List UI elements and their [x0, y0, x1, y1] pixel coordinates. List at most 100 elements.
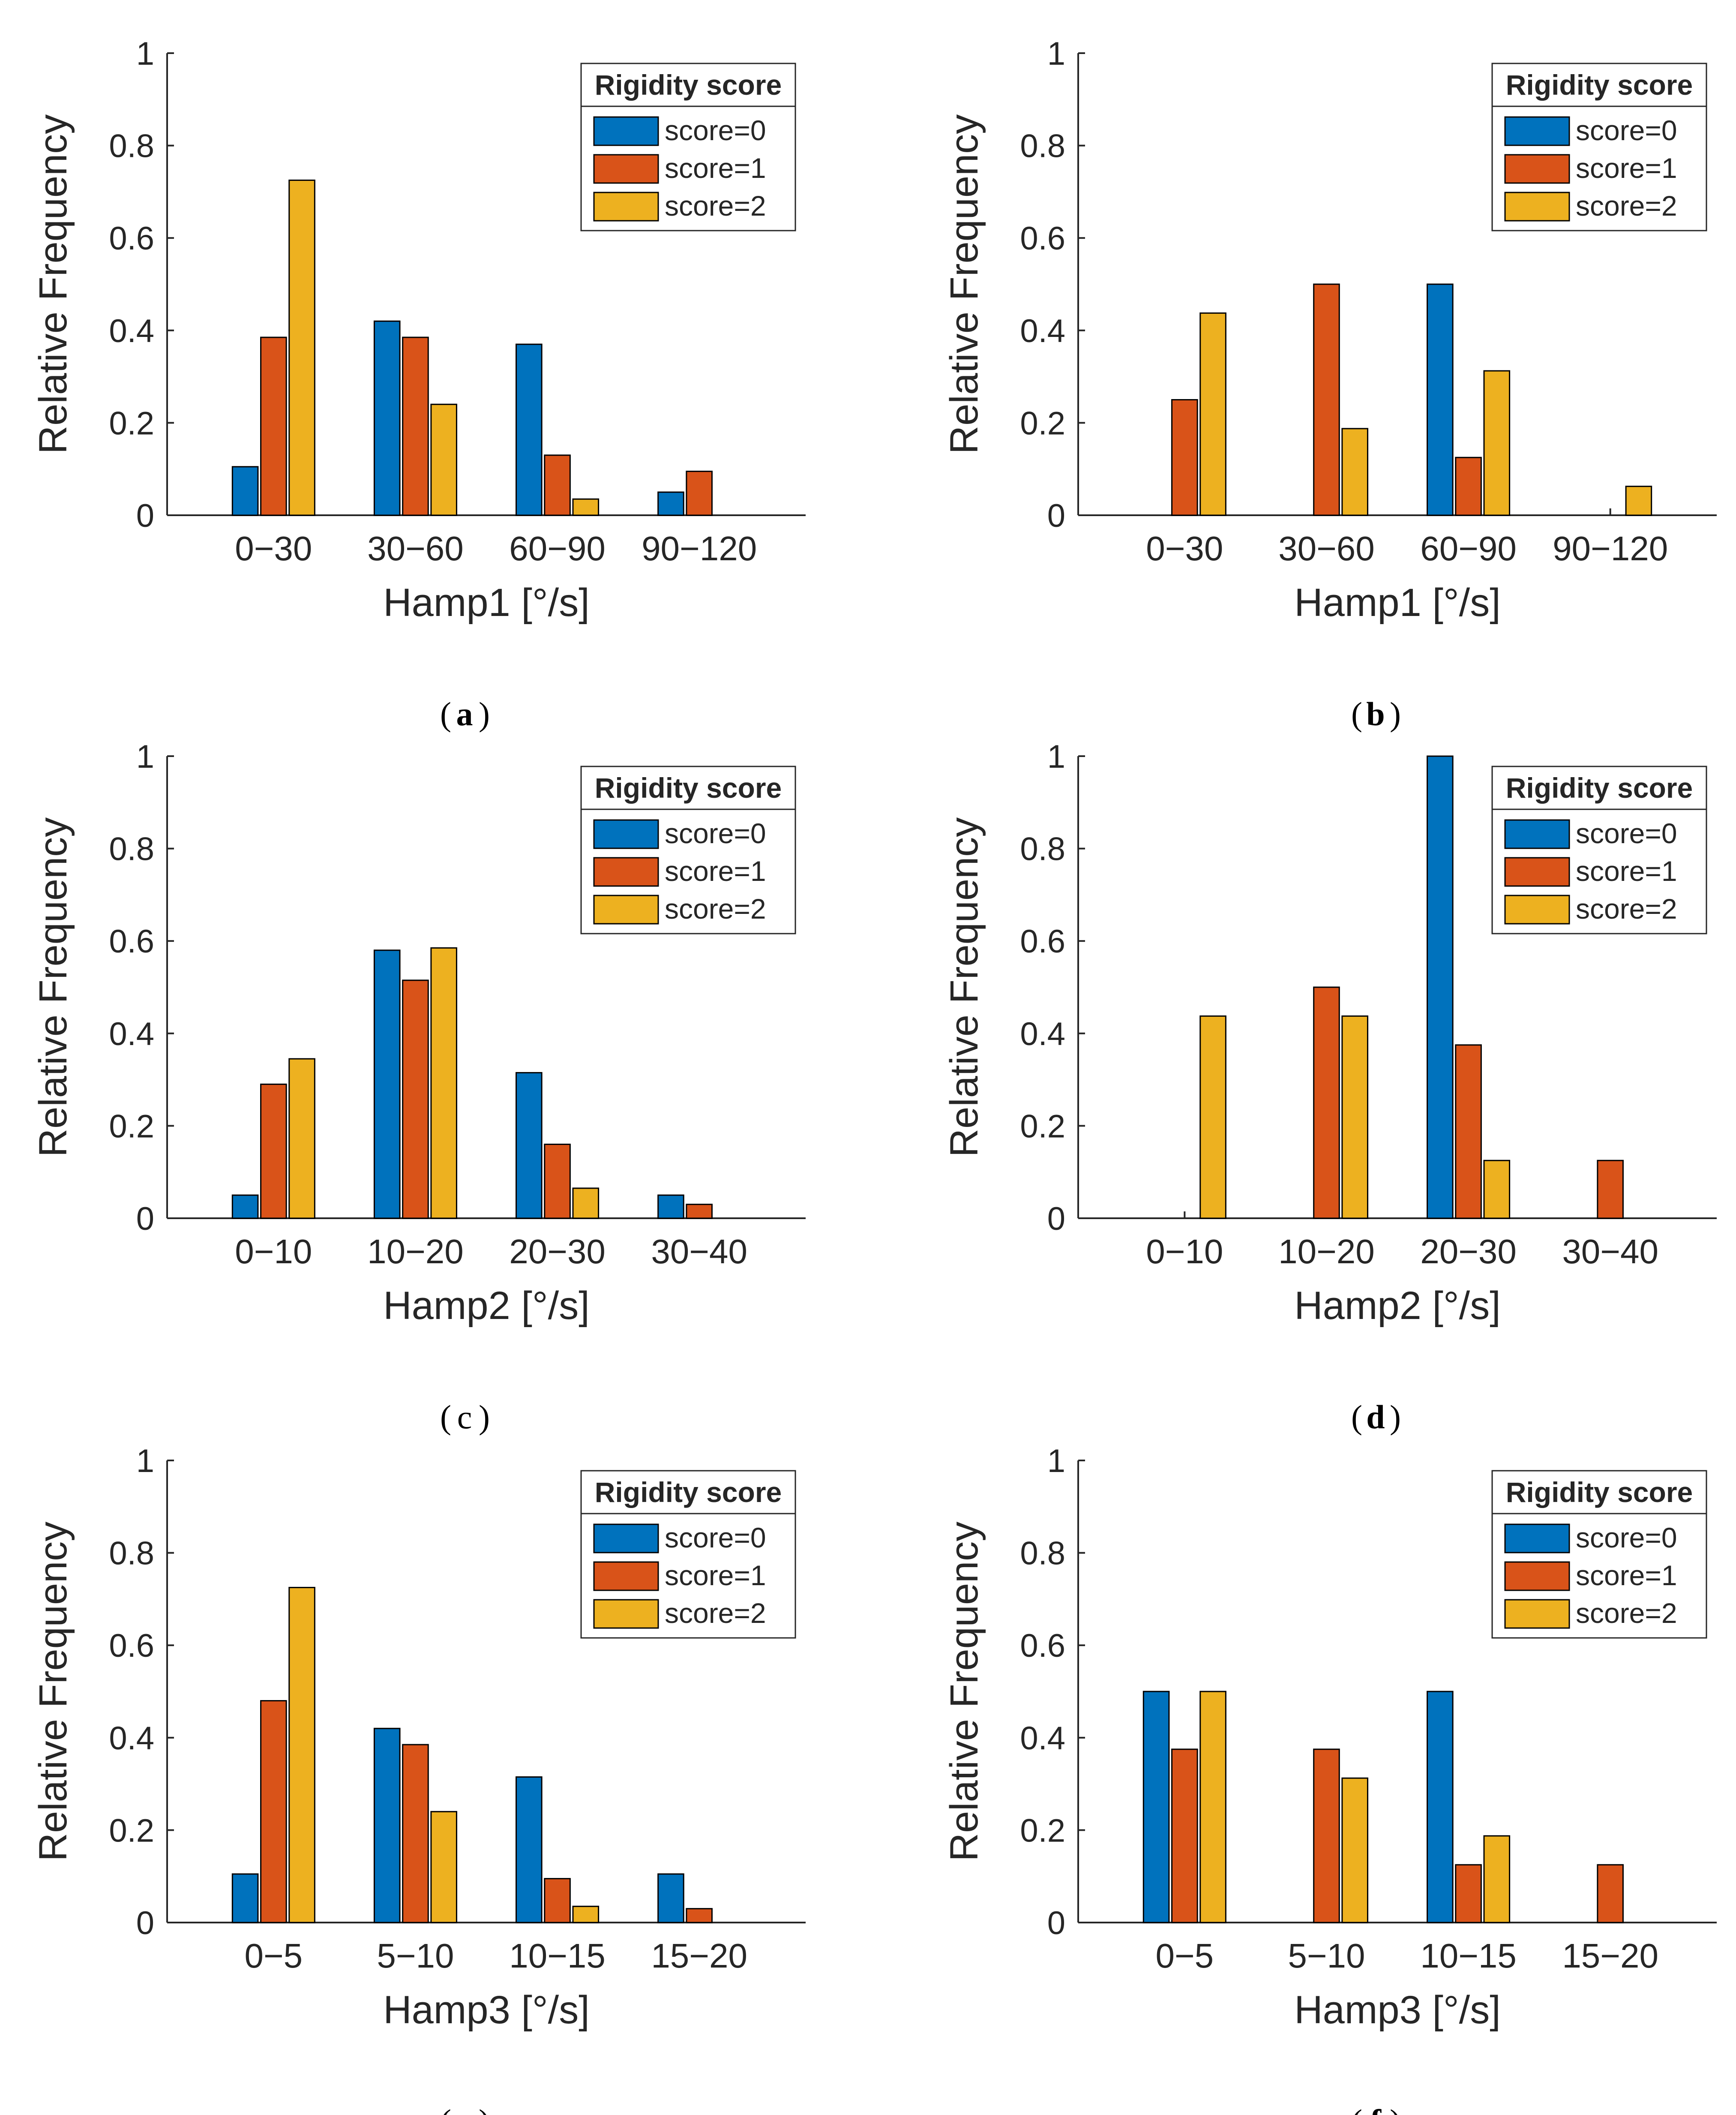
- legend-swatch-1: [593, 857, 659, 887]
- x-tick-label: 10−15: [1420, 1937, 1517, 1975]
- bar-d-2-0: [1427, 755, 1454, 1219]
- x-axis-label: Hamp2 [°/s]: [1294, 1284, 1501, 1328]
- y-tick-label: 1: [136, 739, 154, 775]
- legend-entry-0: score=0: [665, 1522, 766, 1553]
- panel-label: (: [1351, 2103, 1362, 2115]
- bar-c-0-0: [231, 1194, 259, 1219]
- bar-d-3-1: [1597, 1160, 1624, 1219]
- x-tick-label: 5−10: [1288, 1937, 1365, 1975]
- y-tick-label: 0.6: [109, 923, 154, 960]
- bar-e-3-0: [657, 1873, 684, 1923]
- bar-e-0-0: [231, 1873, 259, 1923]
- x-tick-label: 10−20: [1278, 1232, 1375, 1271]
- legend: Rigidity score score=0 score=1 score=2: [1491, 766, 1707, 934]
- x-axis-label: Hamp3 [°/s]: [1294, 1988, 1501, 2032]
- bar-a-0-1: [260, 336, 287, 516]
- legend-swatch-2: [1504, 1599, 1570, 1629]
- panel-label: (: [1351, 1398, 1362, 1436]
- y-tick-label: 0.8: [109, 128, 154, 165]
- y-tick-label: 0.4: [109, 313, 154, 349]
- bar-b-0-1: [1171, 399, 1198, 516]
- chart-panel-c: 0 0.2 0.4 0.6 0.8 1 Relative Frequency 0−10 10−2…: [31, 739, 806, 1436]
- y-tick-label: 0: [1047, 1905, 1065, 1941]
- y-tick-label: 0: [1047, 1201, 1065, 1237]
- legend: Rigidity score score=0 score=1 score=2: [1491, 63, 1707, 231]
- panel-label: ): [1390, 695, 1401, 733]
- panel-label-letter: a: [456, 695, 473, 733]
- x-tick-label: 30−40: [651, 1232, 747, 1271]
- legend-entry-2: score=2: [1576, 893, 1677, 925]
- y-tick-label: 0.8: [109, 831, 154, 868]
- legend-swatch-2: [593, 1599, 659, 1629]
- bar-d-0-2: [1199, 1015, 1226, 1219]
- bar-f-1-1: [1313, 1748, 1340, 1923]
- bar-f-2-1: [1455, 1864, 1482, 1923]
- bar-e-1-0: [373, 1727, 401, 1923]
- y-tick-label: 0.8: [109, 1535, 154, 1572]
- legend-entry-1: score=1: [665, 855, 766, 887]
- legend: Rigidity score score=0 score=1 score=2: [1491, 1470, 1707, 1639]
- bar-e-0-2: [288, 1586, 315, 1923]
- legend-swatch-1: [593, 1561, 659, 1591]
- bar-a-1-0: [373, 320, 401, 516]
- y-tick-label: 1: [1047, 739, 1065, 775]
- x-tick-label: 60−90: [1420, 529, 1517, 568]
- x-axis-label: Hamp1 [°/s]: [383, 581, 590, 625]
- y-tick-label: 1: [1047, 1443, 1065, 1479]
- legend-entry-0: score=0: [665, 817, 766, 849]
- x-tick-label: 30−60: [1278, 529, 1375, 568]
- legend: Rigidity score score=0 score=1 score=2: [580, 63, 796, 231]
- panel-label: ): [1390, 1398, 1401, 1436]
- legend-swatch-2: [1504, 192, 1570, 222]
- y-tick-label: 0.8: [1020, 128, 1065, 165]
- legend-entry-2: score=2: [665, 893, 766, 925]
- y-tick-label: 0.4: [1020, 1720, 1065, 1757]
- bar-f-0-2: [1199, 1691, 1226, 1923]
- y-tick-label: 0: [136, 1905, 154, 1941]
- bar-f-0-0: [1142, 1691, 1170, 1923]
- bar-c-2-0: [516, 1072, 543, 1219]
- y-tick-label: 0.6: [1020, 1628, 1065, 1664]
- bar-a-3-1: [686, 471, 713, 516]
- legend-swatch-2: [1504, 895, 1570, 925]
- legend-entry-1: score=1: [665, 1559, 766, 1591]
- bar-d-1-2: [1341, 1015, 1368, 1219]
- x-tick-label: 10−20: [367, 1232, 464, 1271]
- legend-entry-1: score=1: [1576, 1559, 1677, 1591]
- y-tick-label: 0.4: [109, 1720, 154, 1757]
- y-axis-label: Relative Frequency: [942, 114, 986, 454]
- legend-title: Rigidity score: [1506, 1476, 1693, 1508]
- x-tick-label: 0−30: [235, 529, 312, 568]
- x-tick-label: 15−20: [1562, 1937, 1658, 1975]
- bar-c-2-2: [572, 1187, 600, 1219]
- y-axis-label: Relative Frequency: [942, 1522, 986, 1862]
- y-tick-label: 0: [1047, 498, 1065, 534]
- bar-b-2-2: [1483, 370, 1511, 516]
- legend: Rigidity score score=0 score=1 score=2: [580, 1470, 796, 1639]
- y-tick-label: 0: [136, 1201, 154, 1237]
- chart-panel-e: 0 0.2 0.4 0.6 0.8 1 Relative Frequency 0−5 5−10 1…: [31, 1443, 806, 2115]
- panel-label: (: [1351, 695, 1362, 733]
- y-tick-label: 0.2: [109, 1108, 154, 1145]
- legend-entry-2: score=2: [665, 1597, 766, 1629]
- y-axis-label: Relative Frequency: [31, 114, 75, 454]
- x-axis-label: Hamp3 [°/s]: [383, 1988, 590, 2032]
- panel-label: ): [479, 1398, 490, 1436]
- bar-d-2-1: [1455, 1044, 1482, 1219]
- x-tick-label: 0−5: [244, 1937, 303, 1975]
- bar-d-2-2: [1483, 1160, 1511, 1219]
- bar-a-1-1: [402, 336, 429, 516]
- legend-title: Rigidity score: [595, 772, 782, 804]
- y-tick-label: 0.4: [1020, 313, 1065, 349]
- x-tick-label: 20−30: [509, 1232, 606, 1271]
- panel-label-letter: c: [457, 1398, 472, 1436]
- bar-c-0-1: [260, 1083, 287, 1219]
- y-tick-label: 0.8: [1020, 831, 1065, 868]
- x-tick-label: 15−20: [651, 1937, 747, 1975]
- legend-entry-2: score=2: [665, 190, 766, 222]
- bar-f-2-0: [1427, 1691, 1454, 1923]
- y-tick-label: 0.8: [1020, 1535, 1065, 1572]
- y-axis-label: Relative Frequency: [942, 817, 986, 1157]
- y-tick-label: 0.2: [109, 1812, 154, 1849]
